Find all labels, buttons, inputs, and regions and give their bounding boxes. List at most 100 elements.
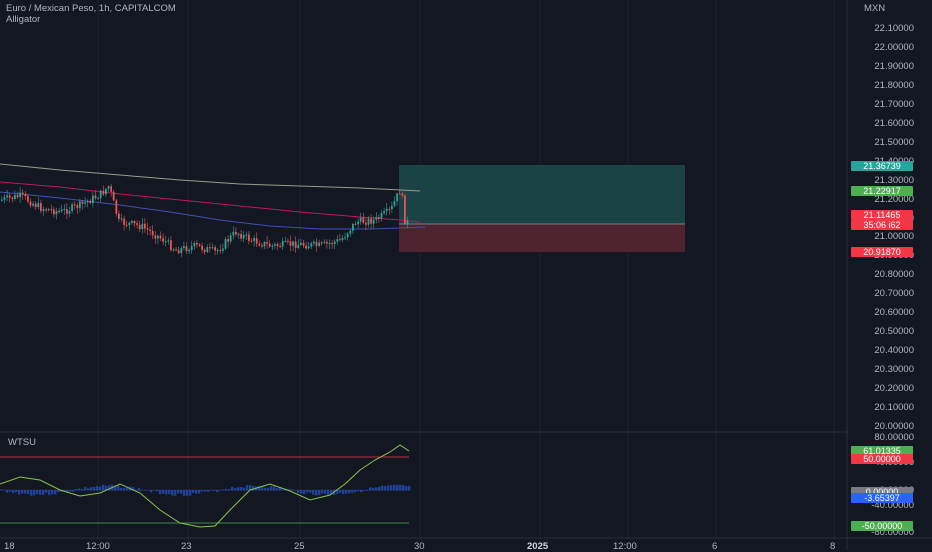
candle xyxy=(268,243,271,247)
candles[interactable] xyxy=(1,183,409,258)
candle xyxy=(331,243,333,245)
price-tick: 20.70000 xyxy=(874,288,914,300)
candle xyxy=(263,242,266,247)
candle xyxy=(68,210,71,214)
candle xyxy=(144,223,146,229)
candle xyxy=(141,223,144,230)
candle xyxy=(89,201,92,204)
candle xyxy=(222,248,224,251)
candle xyxy=(227,239,229,242)
price-tick: 21.60000 xyxy=(874,117,914,129)
candle xyxy=(92,195,94,204)
candle xyxy=(27,196,29,202)
candle xyxy=(354,223,357,225)
candle xyxy=(294,241,297,248)
candle xyxy=(42,209,45,212)
price-tick: 20.00000 xyxy=(874,420,914,432)
ma-long-line xyxy=(0,163,421,192)
price-tick: 21.80000 xyxy=(874,79,914,91)
candle xyxy=(177,250,180,254)
candle xyxy=(112,191,115,201)
candle xyxy=(151,230,154,236)
candle xyxy=(404,195,406,224)
candle xyxy=(313,241,315,244)
candle xyxy=(326,241,328,244)
candle xyxy=(320,242,323,244)
candle xyxy=(362,217,365,223)
candle xyxy=(250,240,253,242)
candle xyxy=(180,248,183,254)
candle xyxy=(128,222,131,226)
candle xyxy=(201,245,203,250)
grid xyxy=(97,0,835,540)
candle xyxy=(63,208,66,210)
time-tick: 30 xyxy=(414,541,425,552)
candle xyxy=(248,234,250,241)
candle xyxy=(341,238,344,240)
candle xyxy=(333,241,336,245)
candle xyxy=(183,246,185,249)
price-tag: 20.91870 xyxy=(851,247,913,257)
candle xyxy=(279,246,281,248)
candle xyxy=(133,221,136,224)
price-tick: 21.50000 xyxy=(874,136,914,148)
time-tick: 12:00 xyxy=(613,541,637,552)
time-tick: 12:00 xyxy=(86,541,110,552)
candle xyxy=(346,233,349,238)
candle xyxy=(240,234,242,239)
candle xyxy=(11,197,14,199)
candle xyxy=(380,212,383,219)
candle xyxy=(73,204,76,206)
long-position-loss-zone[interactable] xyxy=(399,224,685,252)
candle xyxy=(206,247,209,252)
price-tag: 35:06 i62 xyxy=(851,220,913,230)
candle xyxy=(365,222,367,225)
candle xyxy=(284,240,287,242)
candle xyxy=(302,242,305,246)
candle xyxy=(196,243,198,245)
candle xyxy=(19,192,21,198)
candle xyxy=(344,237,346,239)
candle xyxy=(138,224,141,230)
candle xyxy=(149,229,151,231)
candle xyxy=(229,235,232,242)
osc-tag: -3.65397 xyxy=(851,493,913,503)
price-tick: 20.60000 xyxy=(874,307,914,319)
candle xyxy=(21,192,24,195)
long-position-profit-zone[interactable] xyxy=(399,165,685,224)
currency-label[interactable]: MXN xyxy=(864,3,886,14)
oscillator-legend[interactable]: WTSU xyxy=(8,437,36,448)
price-tick: 20.10000 xyxy=(874,402,914,413)
symbol-legend[interactable]: Euro / Mexican Peso, 1h, CAPITALCOM xyxy=(6,3,176,14)
price-tag: 21.11465 xyxy=(851,210,913,220)
candle xyxy=(393,201,396,206)
time-tick: 18 xyxy=(4,541,15,552)
candle xyxy=(271,245,274,247)
candle xyxy=(318,242,320,246)
price-tick: 21.20000 xyxy=(874,193,914,205)
candle xyxy=(159,235,162,239)
candle xyxy=(328,243,331,245)
price-tick: 22.00000 xyxy=(874,41,914,53)
indicator-legend[interactable]: Alligator xyxy=(6,14,41,25)
candle xyxy=(203,249,206,252)
candle xyxy=(357,221,359,225)
candle xyxy=(258,243,261,246)
candle xyxy=(281,241,284,247)
osc-tick: -40.00000 xyxy=(871,500,914,511)
candle xyxy=(307,246,310,249)
candle xyxy=(120,218,123,220)
price-tick: 20.80000 xyxy=(874,269,914,281)
price-tick: 20.30000 xyxy=(874,364,914,376)
candle xyxy=(47,209,50,211)
candle xyxy=(37,203,40,208)
candle xyxy=(310,243,313,247)
candle xyxy=(123,218,125,225)
price-tag: 21.22917 xyxy=(851,186,913,196)
candle xyxy=(14,195,16,199)
price-tick: 22.10000 xyxy=(874,23,914,34)
candle xyxy=(170,240,172,250)
candle xyxy=(131,221,133,223)
